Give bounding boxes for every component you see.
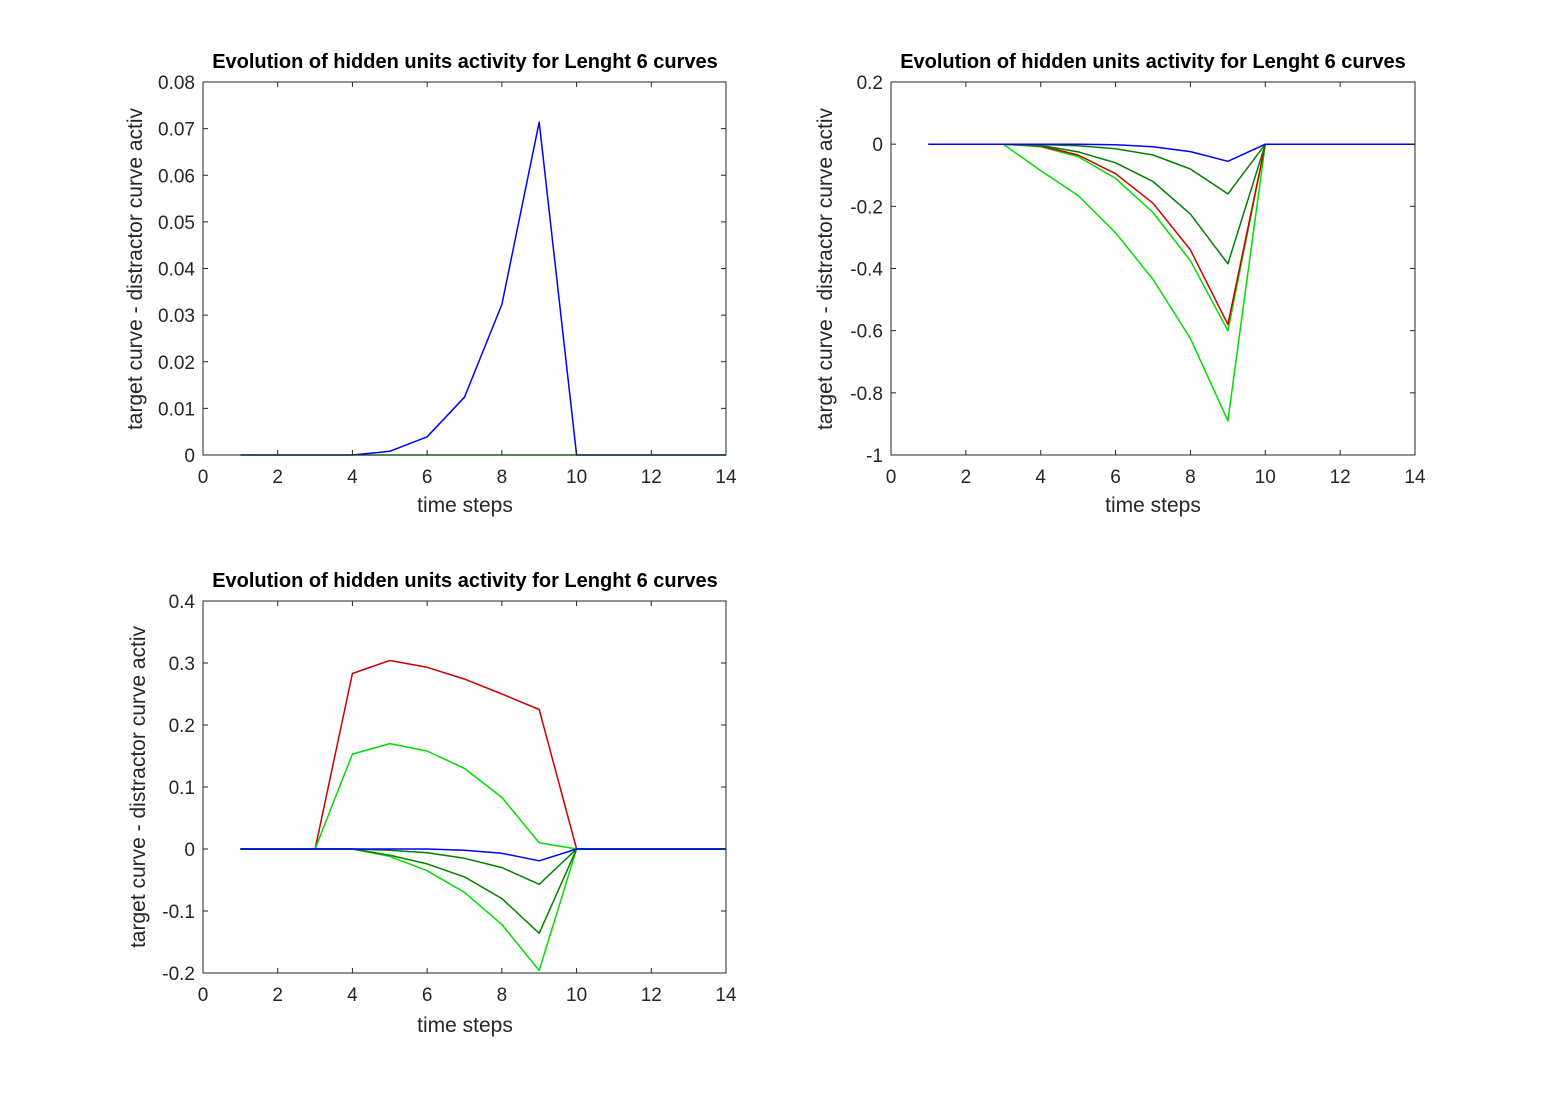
subplot-1-x-tick-label: 2 <box>272 467 283 488</box>
subplot-2-x-tick-label: 10 <box>1255 467 1276 488</box>
subplot-top-left: Evolution of hidden units activity for L… <box>124 51 737 517</box>
subplot-2-x-tick-label: 14 <box>1404 467 1426 488</box>
subplot-1-x-tick-label: 10 <box>566 467 587 488</box>
subplot-1-y-tick-label: 0.02 <box>158 353 195 374</box>
subplot-top-right: Evolution of hidden units activity for L… <box>814 51 1426 517</box>
subplot-3-y-tick-label: 0.2 <box>169 716 195 737</box>
subplot-2-x-tick-label: 6 <box>1110 467 1121 488</box>
subplot-2-x-tick-label: 8 <box>1185 467 1196 488</box>
subplot-1-x-tick-label: 4 <box>347 467 358 488</box>
subplot-2-y-tick-label: -0.8 <box>850 384 883 405</box>
subplot-2-x-tick-label: 0 <box>886 467 897 488</box>
subplot-1-y-tick-label: 0.05 <box>158 213 195 234</box>
subplot-2-y-tick-label: -1 <box>866 446 883 467</box>
subplot-1-y-tick-label: 0.01 <box>158 399 195 420</box>
subplot-2-title: Evolution of hidden units activity for L… <box>900 51 1406 73</box>
subplot-1-x-tick-label: 14 <box>715 467 737 488</box>
subplot-3-title: Evolution of hidden units activity for L… <box>212 570 718 592</box>
subplot-1-y-tick-label: 0.06 <box>158 166 195 187</box>
subplot-3-x-tick-label: 10 <box>566 985 587 1006</box>
subplot-bottom-left: Evolution of hidden units activity for L… <box>127 570 737 1037</box>
subplot-1-y-tick-label: 0.04 <box>158 260 195 281</box>
subplot-2-x-tick-label: 4 <box>1035 467 1046 488</box>
subplot-1-plot-area: 0 2 4 6 8 10 12 14 0 0.01 0.02 0.03 0.04 0.05 0.06 0.07… <box>158 73 737 488</box>
subplot-3-x-tick-label: 0 <box>198 985 209 1006</box>
subplot-1-x-tick-label: 6 <box>422 467 433 488</box>
subplot-3-y-tick-label: 0.1 <box>169 778 195 799</box>
subplot-3-x-tick-label: 6 <box>422 985 433 1006</box>
subplot-1-x-tick-label: 8 <box>497 467 508 488</box>
subplot-2-x-tick-label: 2 <box>961 467 972 488</box>
subplot-2-y-tick-label: 0 <box>872 135 883 156</box>
subplot-2-y-tick-label: 0.2 <box>857 73 883 94</box>
subplot-3-x-tick-label: 4 <box>347 985 358 1006</box>
subplot-3-x-tick-label: 12 <box>641 985 662 1006</box>
subplot-1-y-tick-label: 0.07 <box>158 120 195 141</box>
subplot-3-y-tick-label: 0.3 <box>169 654 195 675</box>
subplot-2-series-line-6 <box>928 143 1415 163</box>
subplot-3-plot-area: 0 2 4 6 8 10 12 14 -0.2 -0.1 0 0.1 0.2 0.3 0.4 <box>162 592 737 1006</box>
subplot-1-x-tick-label: 0 <box>198 467 209 488</box>
subplot-3-series-line-6 <box>240 848 726 862</box>
subplot-3-y-tick-label: 0 <box>184 840 195 861</box>
subplot-1-y-tick-label: 0.08 <box>158 73 195 94</box>
subplot-3-x-axis-label: time steps <box>417 1014 513 1037</box>
subplot-2-y-tick-label: -0.2 <box>850 197 883 218</box>
subplot-3-y-axis-label: target curve - distractor curve activ <box>127 625 150 948</box>
subplot-3-y-tick-label: 0.4 <box>169 592 196 613</box>
subplot-3-x-tick-label: 2 <box>272 985 283 1006</box>
subplot-1-title: Evolution of hidden units activity for L… <box>212 51 718 73</box>
subplot-1-y-tick-label: 0.03 <box>158 306 195 327</box>
subplot-3-x-tick-label: 8 <box>497 985 508 1006</box>
subplot-3-y-tick-label: -0.2 <box>162 964 195 985</box>
subplot-2-y-tick-label: -0.6 <box>850 322 883 343</box>
subplot-2-y-tick-label: -0.4 <box>850 260 883 281</box>
subplot-3-y-tick-label: -0.1 <box>162 902 195 923</box>
subplot-2-x-tick-label: 12 <box>1330 467 1351 488</box>
subplot-1-y-tick-label: 0 <box>184 446 195 467</box>
subplot-1-x-axis-label: time steps <box>417 494 513 517</box>
subplot-2-x-axis-label: time steps <box>1105 494 1201 517</box>
subplot-3-x-tick-label: 14 <box>715 985 737 1006</box>
subplot-2-plot-area: 0 2 4 6 8 10 12 14 -1 -0.8 -0.6 -0.4 -0.2 0 0.2 <box>850 73 1426 488</box>
subplot-1-x-tick-label: 12 <box>641 467 662 488</box>
subplot-2-y-axis-label: target curve - distractor curve activ <box>814 107 837 430</box>
subplot-1-y-axis-label: target curve - distractor curve activ <box>124 107 147 430</box>
